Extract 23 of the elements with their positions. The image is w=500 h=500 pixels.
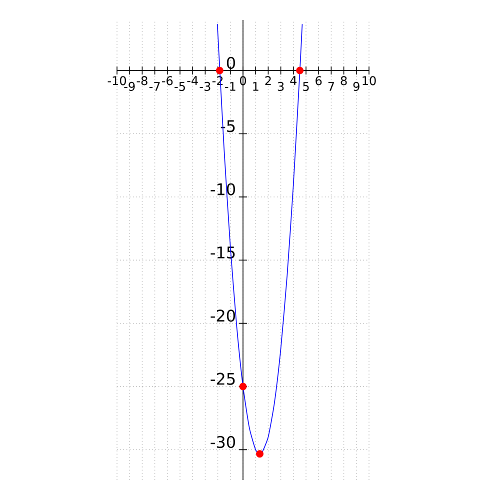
y-tick-label: -30 <box>210 436 236 448</box>
x-tick-label: -3 <box>200 82 210 91</box>
x-tick-label: -10 <box>108 76 126 86</box>
x-tick-label: -1 <box>225 82 236 91</box>
y-tick-label: -20 <box>210 310 236 322</box>
y-tick-label: 0 <box>226 56 236 69</box>
x-tick-label: -7 <box>149 82 160 91</box>
x-tick-label: 7 <box>328 82 334 91</box>
x-tick-label: -8 <box>136 76 148 86</box>
x-tick-label: 6 <box>316 76 322 86</box>
y-tick-label: -25 <box>210 372 235 385</box>
x-tick-label: 2 <box>265 76 271 86</box>
x-tick-label: 1 <box>253 82 258 91</box>
x-tick-label: -9 <box>124 82 135 91</box>
x-tick-label: 4 <box>290 76 297 85</box>
x-tick-label: 9 <box>353 82 360 91</box>
x-tick-label: 8 <box>340 76 347 86</box>
x-tick-label: -5 <box>174 82 185 91</box>
x-tick-label: -6 <box>162 76 173 86</box>
x-tick-label: -4 <box>187 76 198 85</box>
x-tick-label: 10 <box>362 76 376 86</box>
x-tick-label: 5 <box>303 82 309 91</box>
x-tick-label: 3 <box>278 82 284 91</box>
